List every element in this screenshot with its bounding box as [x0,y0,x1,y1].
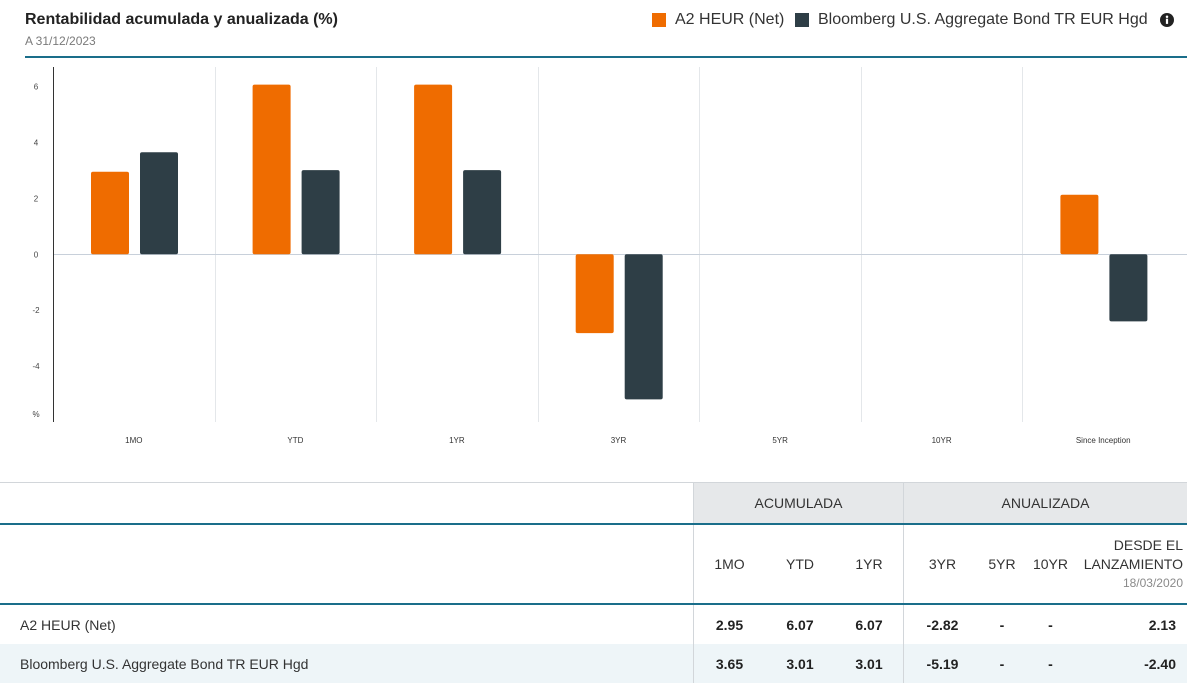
bar-fund-ytd [252,84,291,255]
since-launch-date: 18/03/2020 [1122,575,1183,590]
value-5yr: - [999,655,1005,672]
bar-fund-1mo [91,171,129,255]
info-circle-icon [1160,13,1174,27]
value-ytd: 3.01 [786,655,814,672]
table-group-header-row: ACUMULADA ANUALIZADA [0,482,1187,525]
y-tick-label: -4 [32,362,40,371]
value-10yr: - [1048,616,1053,633]
bar-fund-since-inception [1060,194,1099,255]
x-category-label-10yr: 10YR [932,436,952,445]
value-ytd: 6.07 [786,616,814,633]
chart-title: Rentabilidad acumulada y anualizada (%) [25,11,338,28]
value-1mo: 3.65 [693,644,765,683]
bar-benchmark-3yr [624,254,663,400]
column-header-ytd: YTD [786,556,814,572]
value-3yr: -5.19 [903,644,981,683]
since-launch-label: DESDE EL LANZAMIENTO [1083,536,1183,572]
value-since-launch: -2.40 [1144,655,1176,672]
column-header-10yr: 10YR [1032,556,1069,572]
x-category-label-1yr: 1YR [449,436,465,445]
row-name: Bloomberg U.S. Aggregate Bond TR EUR Hgd [20,655,309,672]
y-axis-unit-label: % [32,410,39,419]
value-1mo: 2.95 [693,605,765,644]
table-column-header-row: 1MO YTD 1YR 3YR 5YR 10YR DESDE EL LANZAM… [0,525,1187,605]
value-1yr: 6.07 [855,616,883,633]
as-of-date: A 31/12/2023 [25,34,96,48]
legend-label-fund: A2 HEUR (Net) [675,11,785,28]
y-tick-label: 6 [34,83,39,92]
x-category-label-1mo: 1MO [125,436,142,445]
bar-fund-3yr [575,254,614,334]
legend-swatch-fund [652,13,666,27]
group-header-cumulative: ACUMULADA [693,483,903,523]
bar-benchmark-since-inception [1109,254,1148,322]
y-tick-label: 0 [34,250,39,259]
x-category-label-5yr: 5YR [772,436,788,445]
column-header-since-launch: DESDE EL LANZAMIENTO 18/03/2020 [1078,525,1187,603]
bar-benchmark-1yr [463,170,502,255]
table-row: A2 HEUR (Net) 2.95 6.07 6.07 -2.82 - - 2… [0,605,1187,644]
bar-benchmark-ytd [301,170,340,255]
x-category-label-since-inception: Since Inception [1076,436,1131,445]
value-1yr: 3.01 [855,655,883,672]
title-divider [25,56,1187,58]
y-tick-label: 4 [34,139,39,148]
value-5yr: - [999,616,1005,633]
value-10yr: - [1048,655,1053,672]
bar-fund-1yr [414,84,453,255]
y-tick-label: 2 [34,194,39,203]
table-row: Bloomberg U.S. Aggregate Bond TR EUR Hgd… [0,644,1187,683]
info-icon[interactable] [1160,13,1174,27]
x-category-label-3yr: 3YR [611,436,627,445]
group-header-annualized: ANUALIZADA [903,483,1187,523]
bar-chart: 6 4 2 0 -2 -4% 1MO YTD 1YR 3YR 5YR 10YR Since Incept… [32,67,1187,445]
y-tick-label: -2 [32,306,40,315]
performance-table: ACUMULADA ANUALIZADA 1MO YTD 1YR 3YR 5YR… [0,482,1187,683]
group-header-blank [0,483,693,523]
legend-label-benchmark: Bloomberg U.S. Aggregate Bond TR EUR Hgd [818,11,1148,28]
legend-swatch-benchmark [795,13,809,27]
bar-benchmark-1mo [140,152,178,255]
value-3yr: -2.82 [903,605,981,644]
column-header-5yr: 5YR [988,556,1016,572]
value-since-launch: 2.13 [1148,616,1176,633]
row-name: A2 HEUR (Net) [20,616,116,633]
legend-item-fund[interactable]: A2 HEUR (Net) [652,10,784,30]
column-header-1mo: 1MO [693,525,765,603]
x-category-label-ytd: YTD [287,436,303,445]
column-header-3yr: 3YR [903,525,981,603]
column-header-blank [0,525,693,603]
column-header-1yr: 1YR [855,556,883,572]
legend-item-benchmark[interactable]: Bloomberg U.S. Aggregate Bond TR EUR Hgd [795,10,1148,30]
